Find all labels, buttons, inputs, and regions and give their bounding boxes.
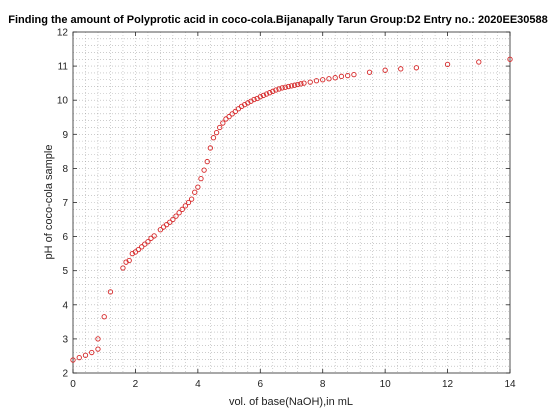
data-point xyxy=(232,108,238,115)
data-point xyxy=(326,76,332,82)
data-point xyxy=(107,289,114,295)
data-point xyxy=(320,77,326,83)
data-point xyxy=(398,66,404,72)
data-point xyxy=(251,96,257,103)
data-point xyxy=(170,216,176,223)
data-point xyxy=(182,203,189,209)
data-point xyxy=(195,184,201,190)
data-point xyxy=(307,79,313,85)
data-point xyxy=(273,87,279,93)
data-point xyxy=(139,244,145,250)
x-tick-label: 8 xyxy=(320,379,326,390)
y-tick-label: 10 xyxy=(57,96,69,107)
data-point xyxy=(204,158,210,165)
data-point xyxy=(220,120,226,126)
data-point xyxy=(291,82,298,88)
data-point xyxy=(76,355,82,361)
grid-lines xyxy=(73,32,510,373)
data-point xyxy=(207,145,213,151)
data-point xyxy=(298,81,304,87)
data-point xyxy=(167,219,173,225)
data-point xyxy=(95,336,101,342)
data-point xyxy=(263,91,270,97)
data-point xyxy=(279,85,285,91)
x-tick-label: 4 xyxy=(195,379,201,390)
data-series xyxy=(70,56,513,363)
y-tick-label: 7 xyxy=(62,198,68,209)
data-point xyxy=(89,349,95,356)
y-tick-label: 9 xyxy=(62,130,68,141)
y-tick-label: 8 xyxy=(62,164,68,175)
data-point xyxy=(173,213,179,219)
data-point xyxy=(507,56,513,62)
data-point xyxy=(157,227,164,233)
data-point xyxy=(213,129,220,136)
x-axis-label: vol. of base(NaOH),in mL xyxy=(229,396,353,408)
data-point xyxy=(476,59,482,65)
y-tick-label: 3 xyxy=(62,334,68,345)
data-point xyxy=(145,239,151,245)
data-point xyxy=(179,206,185,212)
data-point xyxy=(332,75,338,81)
x-tick-label: 10 xyxy=(380,379,392,390)
y-tick-label: 2 xyxy=(62,369,68,380)
data-point xyxy=(313,78,320,84)
x-tick-label: 2 xyxy=(133,379,139,390)
data-point xyxy=(188,196,195,202)
plot-area-frame xyxy=(72,31,511,374)
data-point xyxy=(338,73,345,79)
x-tick-label: 12 xyxy=(442,379,454,390)
y-tick-label: 4 xyxy=(62,300,68,311)
data-point xyxy=(101,314,107,320)
data-point xyxy=(285,83,292,90)
data-point xyxy=(151,233,157,239)
data-point xyxy=(70,357,76,363)
data-point xyxy=(176,210,182,216)
data-point xyxy=(210,135,217,141)
y-tick-label: 6 xyxy=(62,232,68,243)
data-point xyxy=(270,88,276,94)
data-point xyxy=(126,257,132,264)
chart-title: Finding the amount of Polyprotic acid in… xyxy=(8,14,548,26)
y-tick-label: 12 xyxy=(57,28,69,39)
data-point xyxy=(413,65,420,71)
data-point xyxy=(226,113,232,120)
data-point xyxy=(276,86,282,92)
data-point xyxy=(198,175,204,182)
data-point xyxy=(345,72,351,79)
data-point xyxy=(201,167,207,173)
data-point xyxy=(301,80,307,86)
data-point xyxy=(217,124,223,131)
x-tick-label: 0 xyxy=(70,379,76,390)
data-point xyxy=(444,61,451,68)
x-tick-label: 14 xyxy=(504,379,516,390)
data-point xyxy=(120,265,126,271)
data-point xyxy=(351,71,357,78)
data-point xyxy=(366,69,373,75)
data-point xyxy=(282,84,288,90)
data-point xyxy=(82,352,89,358)
data-point xyxy=(192,189,198,195)
data-point xyxy=(382,67,388,73)
y-tick-label: 11 xyxy=(58,62,69,73)
data-point xyxy=(95,346,101,352)
y-tick-label: 5 xyxy=(62,266,68,277)
data-point xyxy=(135,246,142,253)
x-tick-label: 6 xyxy=(258,379,264,390)
data-point xyxy=(288,83,295,89)
data-point xyxy=(266,90,273,96)
y-axis-label: pH of coco-cola sample xyxy=(43,145,55,260)
data-point xyxy=(260,92,267,99)
data-point xyxy=(295,81,301,88)
data-point xyxy=(257,94,263,100)
data-point xyxy=(185,199,192,206)
